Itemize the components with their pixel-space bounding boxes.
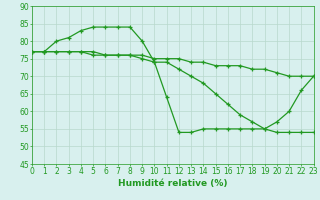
- X-axis label: Humidité relative (%): Humidité relative (%): [118, 179, 228, 188]
